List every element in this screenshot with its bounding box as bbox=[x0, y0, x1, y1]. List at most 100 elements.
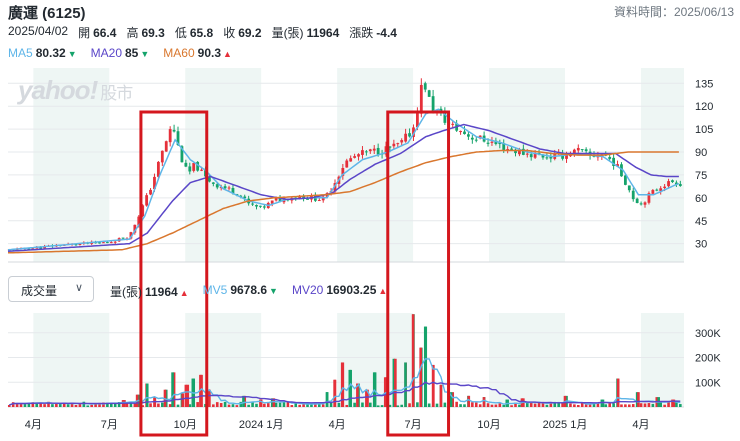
volume-bar-128 bbox=[510, 405, 513, 407]
volume-bar-54 bbox=[219, 403, 223, 407]
volume-bar-94 bbox=[376, 405, 380, 407]
volume-bar-62 bbox=[251, 402, 254, 407]
price-band-0 bbox=[33, 68, 110, 262]
candle-body-150 bbox=[596, 156, 600, 158]
candle-body-126 bbox=[502, 143, 506, 151]
volume-bar-5 bbox=[27, 403, 31, 407]
candle-body-118 bbox=[470, 137, 474, 140]
candle-body-144 bbox=[572, 149, 576, 155]
candle-body-143 bbox=[569, 155, 572, 157]
volume-peak-bar-17 bbox=[348, 369, 352, 407]
volume-bar-76 bbox=[306, 403, 309, 407]
volume-bar-153 bbox=[608, 402, 611, 407]
volume-peak-bar-37 bbox=[637, 392, 640, 407]
volume-tick-label-300K: 300K bbox=[695, 328, 721, 340]
volume-bar-63 bbox=[255, 403, 258, 407]
candle-body-107 bbox=[427, 90, 431, 97]
candle-body-104 bbox=[415, 112, 419, 128]
volume-bar-116 bbox=[463, 404, 466, 407]
volume-bar-15 bbox=[66, 404, 70, 407]
volume-bar-11 bbox=[51, 404, 54, 407]
candle-body-18 bbox=[78, 243, 82, 246]
volume-bar-156 bbox=[620, 404, 623, 407]
volume-bar-21 bbox=[90, 404, 93, 407]
price-tick-label-45: 45 bbox=[695, 216, 707, 228]
volume-bar-53 bbox=[215, 402, 219, 407]
volume-bar-90 bbox=[361, 402, 364, 407]
price-band-4 bbox=[640, 68, 684, 262]
candle-body-147 bbox=[584, 149, 588, 152]
price-ma-legend: MA5 80.32 ▼ MA20 85 ▼ MA60 90.3 ▲ bbox=[8, 46, 232, 60]
candle-body-127 bbox=[506, 149, 510, 151]
volume-bar-82 bbox=[329, 402, 333, 407]
volume-bar-12 bbox=[55, 403, 58, 407]
volume-bar-99 bbox=[396, 405, 400, 407]
volume-bar-100 bbox=[400, 404, 404, 407]
volume-peak-bar-7 bbox=[186, 384, 190, 407]
candle-body-42 bbox=[172, 129, 176, 132]
candle-body-35 bbox=[145, 195, 149, 206]
candle-body-74 bbox=[298, 196, 302, 199]
volume-band-1 bbox=[185, 313, 262, 407]
candle-body-138 bbox=[549, 156, 553, 159]
candle-body-153 bbox=[608, 156, 612, 159]
candle-body-27 bbox=[113, 241, 117, 243]
volume-tick-label-100K: 100K bbox=[695, 377, 721, 389]
ohlc-stats-row: 2025/04/02 開 66.4 高 69.3 低 65.8 收 69.2 量(張) 1… bbox=[8, 24, 397, 41]
volume-bar-141 bbox=[561, 402, 564, 407]
volume-peak-bar-23 bbox=[404, 362, 407, 407]
candle-body-158 bbox=[627, 185, 631, 191]
volume-peak-bar-21 bbox=[383, 377, 387, 407]
volume-bar-43 bbox=[176, 404, 180, 407]
candle-body-67 bbox=[270, 200, 274, 204]
volume-bar-84 bbox=[337, 402, 341, 407]
volume-bar-23 bbox=[98, 402, 101, 407]
volume-bar-74 bbox=[298, 404, 301, 407]
x-tick-label-1: 7月 bbox=[101, 419, 118, 431]
volume-bar-163 bbox=[647, 403, 651, 407]
candle-body-164 bbox=[651, 190, 655, 194]
x-tick-label-3: 2024 1月 bbox=[239, 419, 284, 431]
candle-body-137 bbox=[545, 157, 549, 159]
volume-bar-3 bbox=[19, 403, 23, 407]
candle-body-146 bbox=[580, 149, 584, 151]
candle-body-91 bbox=[364, 151, 368, 153]
candle-body-92 bbox=[368, 149, 372, 152]
volume-bar-133 bbox=[529, 402, 533, 407]
volume-bar-124 bbox=[494, 404, 498, 407]
candle-body-123 bbox=[490, 141, 494, 143]
highlight-box-0 bbox=[139, 110, 209, 437]
volume-bar-9 bbox=[43, 404, 46, 407]
candle-body-37 bbox=[153, 176, 156, 190]
volume-peak-bar-26 bbox=[424, 326, 428, 407]
candle-body-45 bbox=[184, 162, 188, 167]
candle-body-168 bbox=[667, 181, 670, 187]
volume-bar-125 bbox=[498, 403, 502, 407]
candle-body-43 bbox=[176, 131, 180, 145]
candle-body-160 bbox=[635, 198, 639, 203]
candle-body-62 bbox=[251, 203, 254, 205]
price-tick-label-135: 135 bbox=[695, 78, 713, 90]
x-tick-label-4: 4月 bbox=[329, 419, 346, 431]
indicator-selector[interactable]: 成交量 ∨ bbox=[8, 276, 94, 302]
candle-body-69 bbox=[278, 197, 282, 202]
candle-body-125 bbox=[498, 142, 502, 145]
candle-body-51 bbox=[208, 177, 211, 182]
candle-body-56 bbox=[227, 187, 231, 189]
price-band-3 bbox=[489, 68, 566, 262]
volume-peak-bar-14 bbox=[325, 392, 329, 407]
chevron-down-icon: ∨ bbox=[74, 282, 83, 294]
volume-peak-bar-39 bbox=[672, 399, 676, 407]
volume-bar-146 bbox=[580, 403, 584, 407]
quote-date: 2025/04/02 bbox=[8, 24, 69, 38]
volume-peak-bar-20 bbox=[373, 372, 377, 407]
candle-body-53 bbox=[215, 184, 219, 188]
candle-body-154 bbox=[612, 157, 616, 167]
up-triangle-icon: ▲ bbox=[378, 286, 388, 296]
volume-bar-92 bbox=[369, 402, 372, 407]
volume-bar-59 bbox=[239, 401, 243, 407]
volume-bar-75 bbox=[302, 404, 305, 407]
candle-body-87 bbox=[349, 158, 353, 162]
x-tick-label-7: 2025 1月 bbox=[543, 419, 588, 431]
